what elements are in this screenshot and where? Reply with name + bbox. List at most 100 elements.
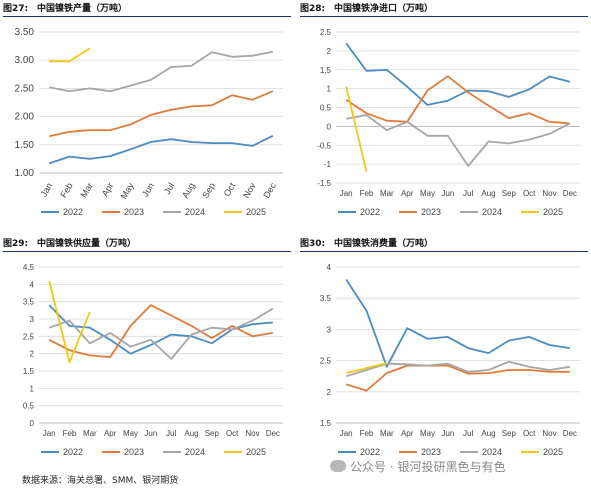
legend-label-2022: 2022 bbox=[63, 447, 83, 457]
chart-ferronickel-supply: 0 0.5 1 1.5 2 2.5 3 3.5 4 4.5 Jan Feb Mar Apr May Jun Ju… bbox=[23, 263, 283, 457]
x-tick-label: Nov bbox=[245, 429, 259, 438]
figure-title: 中国镍铁产量（万吨） bbox=[37, 4, 128, 14]
series-line-2022 bbox=[345, 42, 571, 106]
figure-number: 图27: bbox=[3, 4, 29, 14]
legend-label-2023: 2023 bbox=[124, 447, 144, 457]
legend-label-2022: 2022 bbox=[360, 447, 380, 457]
figure-title: 中国镍铁净进口（万吨） bbox=[334, 4, 434, 14]
panel-ferronickel-supply: 图29: 中国镍铁供应量（万吨） 0 0.5 1 1.5 2 2.5 3 3.5 4 4.5 Jan… bbox=[3, 235, 291, 465]
x-tick-label: Jun bbox=[140, 181, 156, 199]
legend-label-2023: 2023 bbox=[124, 207, 144, 217]
x-tick-label: Feb bbox=[360, 189, 374, 198]
figure-number: 图29: bbox=[3, 239, 29, 249]
y-tick-label: 3.50 bbox=[15, 27, 35, 38]
x-tick-label: May bbox=[123, 429, 138, 438]
series-line-2025 bbox=[48, 280, 91, 364]
x-tick-label: Jan bbox=[340, 429, 353, 438]
y-tick-label: 1.5 bbox=[23, 367, 35, 376]
y-tick-label: 2 bbox=[327, 388, 332, 397]
series-line-2023 bbox=[345, 364, 570, 392]
figure-number: 图28: bbox=[300, 4, 326, 14]
x-tick-label: Nov bbox=[542, 189, 556, 198]
x-tick-label: Jun bbox=[441, 189, 454, 198]
x-tick-label: Apr bbox=[401, 189, 414, 198]
x-tick-label: Jul bbox=[463, 189, 473, 198]
y-tick-label: 2.00 bbox=[15, 112, 35, 123]
y-tick-label: 2.5 bbox=[23, 332, 35, 341]
legend-label-2024: 2024 bbox=[482, 447, 502, 457]
x-tick-label: Oct bbox=[523, 189, 536, 198]
y-tick-label: -0.5 bbox=[317, 141, 331, 150]
y-tick-label: 4 bbox=[327, 263, 332, 272]
x-tick-label: Apr bbox=[401, 429, 414, 438]
series-line-2024 bbox=[48, 307, 274, 360]
x-tick-label: Jul bbox=[166, 429, 176, 438]
y-tick-label: -1.5 bbox=[317, 179, 331, 188]
x-tick-label: Aug bbox=[481, 429, 495, 438]
y-tick-label: 0.5 bbox=[320, 104, 332, 113]
legend-label-2022: 2022 bbox=[360, 207, 380, 217]
y-tick-label: 3.5 bbox=[23, 298, 35, 307]
series-line-2022 bbox=[48, 134, 274, 165]
y-tick-label: 3 bbox=[327, 325, 332, 334]
x-tick-label: May bbox=[119, 181, 136, 201]
x-tick-label: Dec bbox=[563, 189, 577, 198]
watermark: 公众号 · 银河投研黑色与有色 bbox=[330, 458, 505, 475]
x-tick-label: Aug bbox=[180, 181, 197, 200]
x-tick-label: Mar bbox=[380, 189, 394, 198]
x-tick-label: Mar bbox=[79, 181, 95, 199]
x-tick-label: May bbox=[420, 189, 435, 198]
y-tick-label: 1.5 bbox=[320, 419, 332, 428]
x-tick-label: Nov bbox=[241, 181, 258, 200]
y-tick-label: 1.50 bbox=[15, 140, 35, 151]
legend-label-2025: 2025 bbox=[246, 207, 266, 217]
y-tick-label: 4 bbox=[30, 280, 35, 289]
x-tick-label: Jan bbox=[38, 181, 54, 199]
figure-header: 图30: 中国镍铁消费量（万吨） bbox=[300, 235, 588, 252]
x-tick-label: Aug bbox=[184, 429, 198, 438]
wechat-icon bbox=[330, 460, 346, 472]
y-tick-label: 0.5 bbox=[23, 402, 35, 411]
figure-number: 图30: bbox=[300, 239, 326, 249]
x-tick-label: Sep bbox=[205, 429, 220, 438]
x-tick-label: May bbox=[420, 429, 435, 438]
x-tick-label: Dec bbox=[266, 429, 280, 438]
x-tick-label: Dec bbox=[261, 181, 278, 200]
legend-label-2023: 2023 bbox=[421, 447, 441, 457]
legend-label-2024: 2024 bbox=[185, 207, 205, 217]
y-tick-label: 3 bbox=[30, 315, 35, 324]
x-tick-label: Nov bbox=[542, 429, 556, 438]
x-tick-label: Oct bbox=[226, 429, 239, 438]
x-tick-label: Mar bbox=[380, 429, 394, 438]
y-tick-label: 4.5 bbox=[23, 263, 35, 272]
panel-ferronickel-consumption: 图30: 中国镍铁消费量（万吨） 1.5 2 2.5 3 3.5 4 Jan Feb Mar Ap… bbox=[300, 235, 588, 465]
series-line-2025 bbox=[345, 362, 388, 374]
figure-title: 中国镍铁供应量（万吨） bbox=[37, 239, 137, 249]
data-source-note: 数据来源：海关总署、SMM、银河期货 bbox=[22, 476, 179, 486]
series-line-2023 bbox=[49, 90, 274, 138]
legend-label-2024: 2024 bbox=[482, 207, 502, 217]
x-tick-label: Oct bbox=[523, 429, 536, 438]
legend-label-2025: 2025 bbox=[246, 447, 266, 457]
x-tick-label: Jan bbox=[43, 429, 56, 438]
figure-header: 图27: 中国镍铁产量（万吨） bbox=[3, 0, 291, 17]
y-tick-label: 1 bbox=[327, 85, 332, 94]
y-tick-label: 0 bbox=[30, 419, 35, 428]
x-tick-label: Jul bbox=[162, 181, 176, 196]
y-tick-label: 3.00 bbox=[15, 55, 35, 66]
series-line-2022 bbox=[345, 279, 570, 368]
x-tick-label: Sep bbox=[502, 429, 517, 438]
y-tick-label: 2 bbox=[30, 350, 35, 359]
y-tick-label: 2 bbox=[327, 47, 332, 56]
figure-header: 图28: 中国镍铁净进口（万吨） bbox=[300, 0, 588, 17]
y-tick-label: -1 bbox=[324, 160, 332, 169]
x-tick-label: Sep bbox=[200, 181, 217, 200]
watermark-text: 公众号 · 银河投研黑色与有色 bbox=[350, 460, 506, 474]
series-line-2025 bbox=[49, 47, 91, 63]
series-line-2025 bbox=[345, 86, 368, 172]
y-tick-label: 2.50 bbox=[15, 83, 35, 94]
x-tick-label: Jun bbox=[441, 429, 454, 438]
chart-ferronickel-consumption: 1.5 2 2.5 3 3.5 4 Jan Feb Mar Apr May Jun Jul Aug Sep O… bbox=[320, 263, 580, 457]
panel-ferronickel-output: 图27: 中国镍铁产量（万吨） 1.00 1.50 2.00 2.50 3.00 3.50… bbox=[3, 0, 291, 225]
